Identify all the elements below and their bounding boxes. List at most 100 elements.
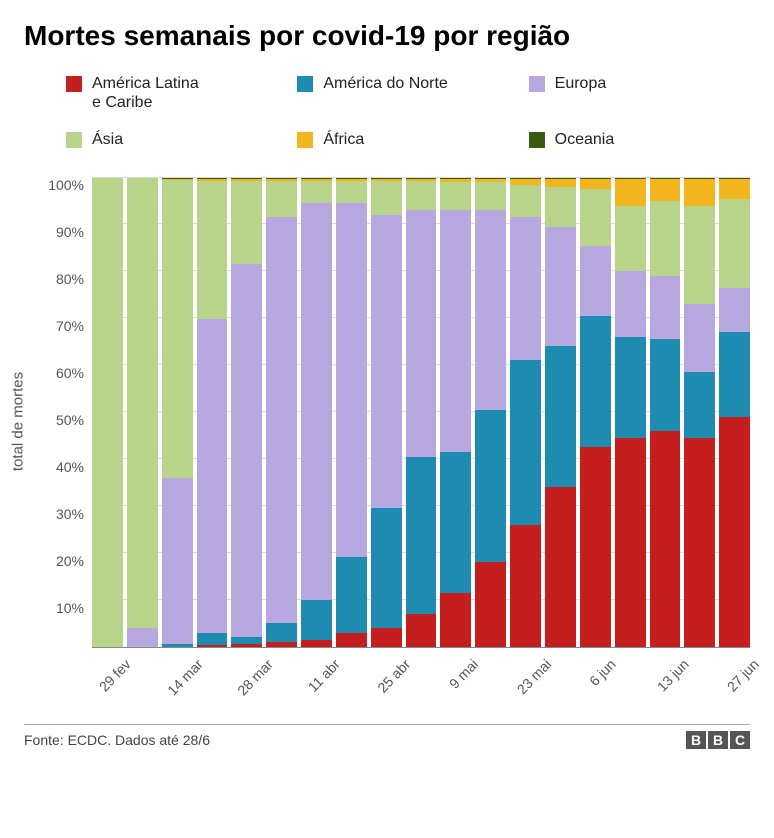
bar-segment-lac [231,644,262,646]
x-tick-slot [615,648,646,720]
bar-segment-lac [650,431,681,647]
bar-segment-lac [615,438,646,647]
legend-item: Europa [529,74,750,112]
bar-segment-asia [231,181,262,264]
bbc-logo-block: B [708,731,728,749]
bar-segment-europe [650,276,681,339]
bar-segment-na [650,339,681,430]
legend-label: América do Norte [323,74,448,93]
bar-segment-na [719,332,750,416]
x-tick-slot: 23 mai [510,648,541,720]
legend-item: Ásia [66,130,287,149]
bar-column [127,178,158,647]
bar-segment-na [266,623,297,642]
x-axis: 29 fev14 mar28 mar11 abr25 abr9 mai23 ma… [24,648,750,720]
bar-segment-asia [580,189,611,245]
legend-swatch [529,76,545,92]
bar-segment-lac [440,593,471,647]
bars-group [92,178,750,647]
bar-segment-na [475,410,506,562]
bar-column [371,178,402,647]
x-tick-slot: 6 jun [580,648,611,720]
y-axis: 100%90%80%70%60%50%40%30%20%10% [42,178,92,648]
legend-swatch [66,132,82,148]
bbc-logo-block: C [730,731,750,749]
x-tick-slot: 11 abr [301,648,332,720]
chart-title: Mortes semanais por covid-19 por região [24,20,750,52]
bar-segment-africa [684,179,715,206]
x-tick-slot: 14 mar [162,648,193,720]
bar-segment-lac [266,642,297,647]
legend-swatch [297,76,313,92]
legend-label: América Latinae Caribe [92,74,199,112]
x-tick-slot [266,648,297,720]
legend-label: África [323,130,364,149]
x-tick-slot: 29 fev [92,648,123,720]
bar-column [650,178,681,647]
bar-segment-lac [197,645,228,646]
bar-segment-asia [406,181,437,210]
bar-segment-europe [545,227,576,347]
bar-segment-asia [162,180,193,478]
legend-item: África [297,130,518,149]
x-tick-label: 27 jun [723,656,761,695]
source-text: Fonte: ECDC. Dados até 28/6 [24,732,210,748]
bar-segment-europe [440,210,471,452]
bar-segment-na [406,457,437,614]
x-tick-slot: 13 jun [650,648,681,720]
x-tick-slot [336,648,367,720]
x-tick-slot [475,648,506,720]
x-tick-slot: 28 mar [231,648,262,720]
bar-column [406,178,437,647]
bar-segment-europe [580,246,611,316]
bar-segment-europe [510,217,541,360]
legend-item: Oceania [529,130,750,149]
bar-segment-asia [301,181,332,204]
bar-segment-lac [580,447,611,646]
legend-label: Oceania [555,130,615,149]
legend: América Latinae Caribe América do Norte Eu… [24,74,750,150]
bar-segment-asia [684,206,715,304]
bar-segment-europe [475,210,506,409]
x-tick-slot [545,648,576,720]
bar-segment-asia [719,199,750,288]
plot-area [92,178,750,648]
bar-column [440,178,471,647]
bar-segment-europe [684,304,715,372]
x-tick-slot [406,648,437,720]
bar-segment-na [197,633,228,645]
bar-column [266,178,297,647]
bar-segment-europe [719,288,750,333]
x-tick-slot [127,648,158,720]
bar-segment-lac [371,628,402,647]
legend-swatch [66,76,82,92]
bar-column [197,178,228,647]
bar-segment-lac [475,562,506,646]
bar-segment-asia [92,178,123,647]
bar-segment-na [162,644,193,646]
bar-column [92,178,123,647]
bar-segment-europe [371,215,402,508]
bar-segment-africa [615,179,646,206]
bar-segment-europe [336,203,367,557]
bar-segment-europe [301,203,332,599]
legend-swatch [297,132,313,148]
bar-segment-na [231,637,262,644]
bar-column [301,178,332,647]
bar-segment-asia [440,182,471,210]
y-axis-title: total de mortes [10,371,27,470]
bar-segment-asia [371,181,402,215]
bar-segment-lac [336,633,367,647]
chart-area: total de mortes 100%90%80%70%60%50%40%30… [24,178,750,648]
bar-segment-na [615,337,646,438]
x-tick-slot: 25 abr [371,648,402,720]
bar-segment-asia [197,181,228,319]
bar-segment-na [510,360,541,524]
bar-segment-lac [545,487,576,646]
bar-segment-europe [197,319,228,633]
legend-label: Ásia [92,130,123,149]
bar-segment-na [440,452,471,593]
bar-segment-asia [650,201,681,276]
chart-container: Mortes semanais por covid-19 por região … [0,0,774,765]
footer-divider [24,724,750,725]
